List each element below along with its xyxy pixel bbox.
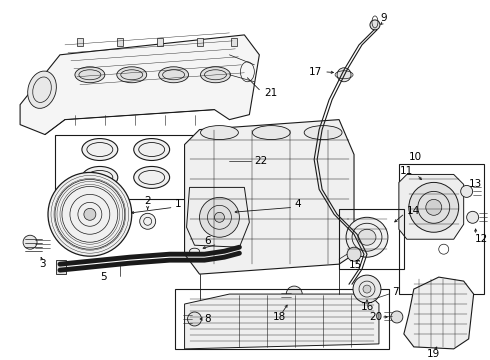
Circle shape <box>48 172 132 256</box>
Ellipse shape <box>27 71 56 108</box>
Ellipse shape <box>304 126 342 140</box>
Text: 22: 22 <box>254 157 268 166</box>
Text: 8: 8 <box>204 314 211 324</box>
Text: 12: 12 <box>475 234 488 244</box>
Text: 20: 20 <box>369 312 382 322</box>
Circle shape <box>391 311 403 323</box>
Circle shape <box>23 235 37 249</box>
Circle shape <box>337 68 351 82</box>
Ellipse shape <box>200 67 230 83</box>
Text: 1: 1 <box>174 199 181 210</box>
Ellipse shape <box>82 139 118 161</box>
Polygon shape <box>187 188 249 247</box>
Text: 19: 19 <box>427 349 441 359</box>
Ellipse shape <box>134 166 170 188</box>
Polygon shape <box>20 35 259 135</box>
Text: 11: 11 <box>400 166 414 176</box>
Polygon shape <box>185 120 354 274</box>
Circle shape <box>466 211 479 223</box>
Bar <box>77 38 83 46</box>
Text: 13: 13 <box>468 179 482 189</box>
Text: 21: 21 <box>264 88 277 98</box>
Ellipse shape <box>186 139 221 161</box>
Circle shape <box>347 247 361 261</box>
Bar <box>56 260 66 274</box>
Ellipse shape <box>252 126 290 140</box>
Text: 7: 7 <box>392 287 398 297</box>
Circle shape <box>84 208 96 220</box>
Text: 18: 18 <box>272 312 286 322</box>
Text: 6: 6 <box>204 236 211 246</box>
Circle shape <box>199 197 240 237</box>
Text: 5: 5 <box>100 272 106 282</box>
Text: 2: 2 <box>145 196 151 206</box>
Circle shape <box>426 199 442 215</box>
Ellipse shape <box>75 67 105 83</box>
Bar <box>231 38 237 46</box>
Text: 4: 4 <box>294 199 301 210</box>
Ellipse shape <box>117 67 147 83</box>
Text: 15: 15 <box>349 260 362 270</box>
Text: 14: 14 <box>407 206 420 216</box>
Bar <box>196 38 202 46</box>
Bar <box>174 289 389 349</box>
Ellipse shape <box>346 217 388 257</box>
Ellipse shape <box>82 166 118 188</box>
Circle shape <box>409 183 459 232</box>
Text: 10: 10 <box>409 153 422 162</box>
Ellipse shape <box>358 229 376 245</box>
Circle shape <box>140 213 156 229</box>
Circle shape <box>215 212 224 222</box>
Bar <box>157 38 163 46</box>
Polygon shape <box>185 294 379 349</box>
Text: 3: 3 <box>39 259 46 269</box>
Ellipse shape <box>200 126 239 140</box>
Text: 17: 17 <box>309 67 322 77</box>
Circle shape <box>461 185 473 197</box>
Circle shape <box>353 275 381 303</box>
Text: 16: 16 <box>360 302 373 312</box>
Circle shape <box>363 285 371 293</box>
Circle shape <box>188 312 201 326</box>
Text: 9: 9 <box>381 13 387 23</box>
Ellipse shape <box>134 139 170 161</box>
Polygon shape <box>399 175 464 239</box>
Bar <box>55 135 249 199</box>
Bar <box>117 38 123 46</box>
Polygon shape <box>404 277 474 349</box>
Bar <box>339 209 404 269</box>
Circle shape <box>286 286 302 302</box>
Bar <box>399 165 484 294</box>
Ellipse shape <box>159 67 189 83</box>
Ellipse shape <box>186 166 221 188</box>
Circle shape <box>370 20 380 30</box>
